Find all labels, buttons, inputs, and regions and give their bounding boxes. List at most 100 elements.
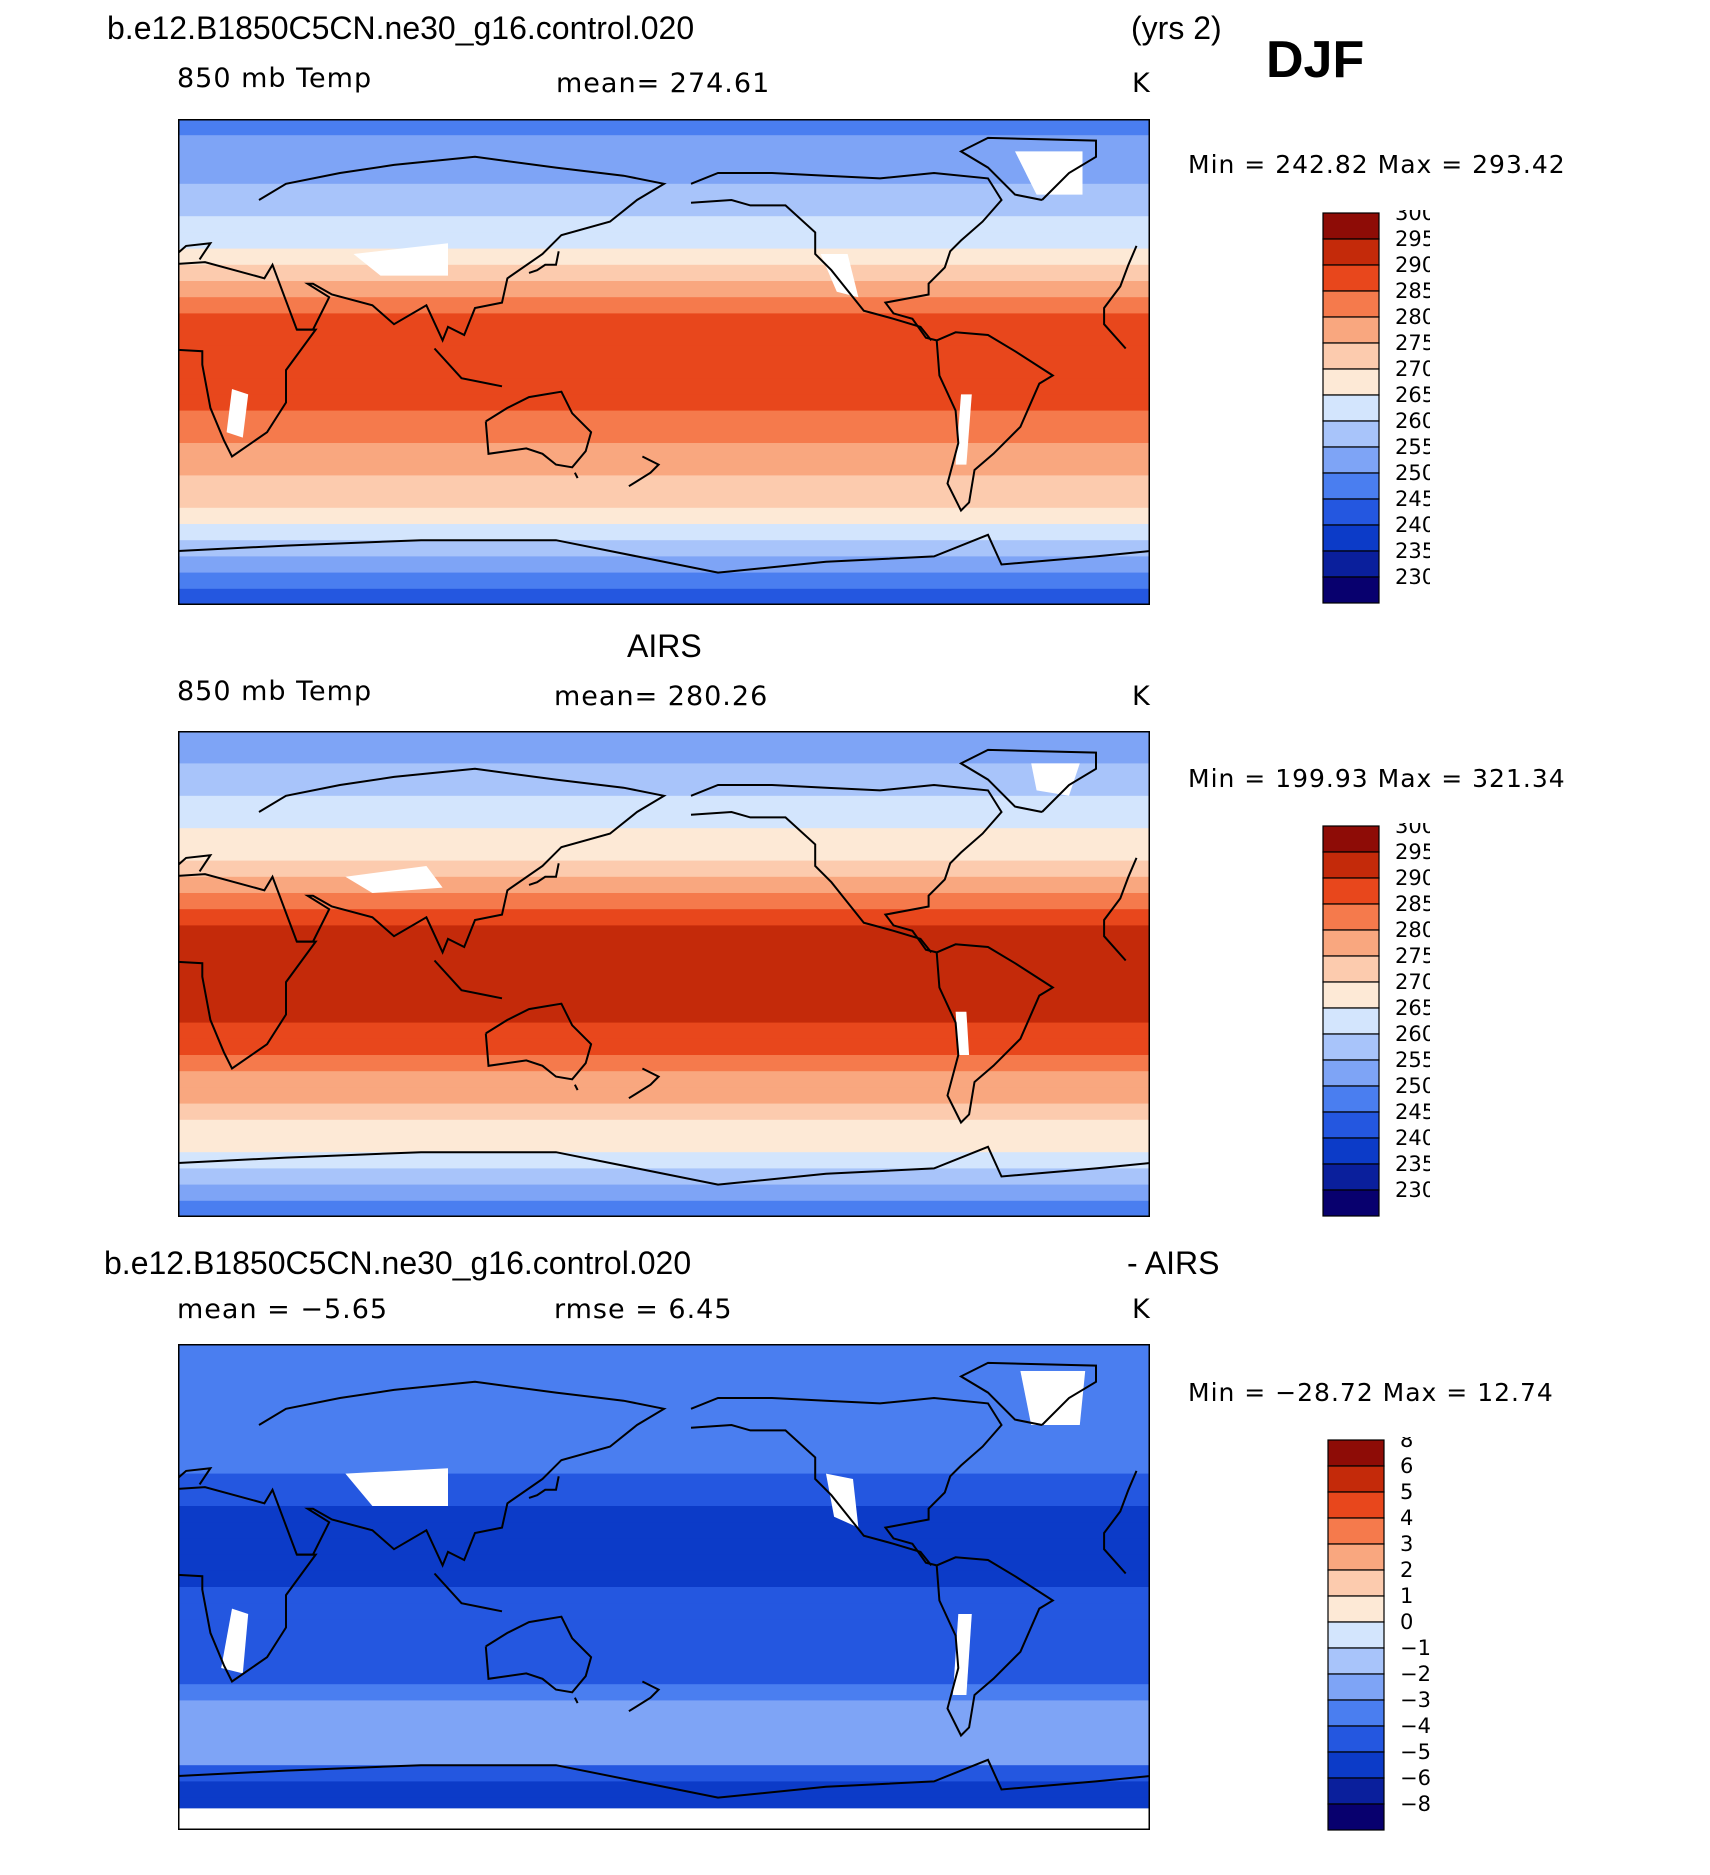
zonal-band (178, 281, 1150, 298)
panel1-colorbar: 2302352402452502552602652702752802852902… (1322, 210, 1430, 604)
colorbar-swatch (1322, 316, 1380, 344)
panel3-minmax: Min = −28.72 Max = 12.74 (1188, 1378, 1554, 1407)
colorbar-swatch (1322, 1137, 1380, 1165)
zonal-band (178, 1603, 1150, 1620)
zonal-band (178, 1668, 1150, 1685)
colorbar-tick-label: −5 (1400, 1740, 1431, 1764)
zonal-band (178, 572, 1150, 590)
zonal-band (178, 1765, 1150, 1782)
colorbar-tick-label: −4 (1400, 1714, 1431, 1738)
colorbar-swatch (1322, 420, 1380, 448)
panel3-map (178, 1344, 1150, 1830)
zonal-band (178, 329, 1150, 347)
colorbar-tick-label: 260 (1395, 1022, 1430, 1046)
missing-data-area (952, 1614, 972, 1695)
panel2-minmax: Min = 199.93 Max = 321.34 (1188, 764, 1566, 793)
zonal-band (178, 1006, 1150, 1024)
coastline (433, 1572, 503, 1613)
colorbar-tick-label: 275 (1395, 331, 1430, 355)
zonal-band (178, 1749, 1150, 1766)
colorbar-tick-label: 245 (1395, 487, 1430, 511)
zonal-band (178, 248, 1150, 266)
zonal-band (178, 1200, 1150, 1217)
colorbar-swatch (1327, 1751, 1385, 1779)
zonal-band (178, 1344, 1150, 1361)
colorbar-tick-label: 285 (1395, 892, 1430, 916)
colorbar-tick-label: −2 (1400, 1662, 1431, 1686)
season-label: DJF (1266, 31, 1365, 89)
panel2-variable-label: 850 mb Temp (177, 676, 373, 707)
zonal-band (178, 264, 1150, 282)
colorbar-swatch (1327, 1673, 1385, 1701)
coastline (690, 171, 1003, 342)
coastline (935, 943, 1055, 1125)
coastline (690, 810, 933, 954)
zonal-band (178, 394, 1150, 412)
zonal-band (178, 183, 1150, 201)
coastline (1103, 857, 1138, 962)
zonal-band (178, 1716, 1150, 1734)
zonal-band (178, 893, 1150, 910)
coastline (484, 390, 593, 469)
zonal-band (178, 957, 1150, 975)
coastline (178, 853, 318, 1070)
colorbar-swatch (1322, 851, 1380, 879)
coastline (528, 863, 560, 886)
coastline (574, 1084, 579, 1091)
map-frame (178, 1344, 1150, 1830)
zonal-band (178, 135, 1150, 152)
colorbar-tick-label: 250 (1395, 461, 1430, 485)
colorbar-swatch (1322, 825, 1380, 853)
colorbar-tick-label: −1 (1400, 1636, 1431, 1660)
missing-data-area (226, 389, 249, 438)
zonal-band (178, 1408, 1150, 1426)
colorbar-tick-label: 235 (1395, 1152, 1430, 1176)
coastline (178, 241, 318, 458)
zonal-band (178, 1119, 1150, 1137)
zonal-band (178, 200, 1150, 217)
colorbar-tick-label: −8 (1400, 1792, 1431, 1816)
colorbar-swatch (1327, 1517, 1385, 1545)
zonal-band (178, 876, 1150, 894)
coastline (690, 198, 933, 342)
colorbar-tick-label: 265 (1395, 383, 1430, 407)
panel3-mean-label: mean = −5.65 (177, 1294, 389, 1325)
missing-data-area (345, 1468, 448, 1506)
zonal-band (178, 410, 1150, 428)
panel3-rmse-label: rmse = 6.45 (554, 1294, 733, 1325)
coastline (258, 155, 667, 343)
coastline (528, 251, 560, 274)
coastline (258, 1380, 667, 1568)
coastline (958, 136, 1097, 201)
zonal-band (178, 1457, 1150, 1475)
panel1-minmax: Min = 242.82 Max = 293.42 (1188, 150, 1566, 179)
colorbar-swatch (1322, 1163, 1380, 1191)
zonal-band (178, 216, 1150, 233)
zonal-band (178, 1038, 1150, 1056)
zonal-band (178, 556, 1150, 574)
panel1-map (178, 119, 1150, 605)
map-frame (178, 731, 1150, 1217)
coastline (178, 1145, 1150, 1186)
zonal-band (178, 297, 1150, 314)
zonal-band (178, 1700, 1150, 1718)
zonal-band (178, 443, 1150, 460)
zonal-band (178, 1635, 1150, 1653)
colorbar-swatch (1322, 498, 1380, 526)
zonal-band (178, 1136, 1150, 1153)
zonal-band (178, 1441, 1150, 1458)
coastline (484, 1002, 593, 1081)
zonal-band (178, 1392, 1150, 1410)
zonal-band (178, 540, 1150, 557)
coastline (628, 455, 661, 488)
colorbar-tick-label: −3 (1400, 1688, 1431, 1712)
colorbar-tick-label: 295 (1395, 227, 1430, 251)
coastline (690, 1396, 1003, 1567)
coastline (958, 748, 1097, 813)
missing-data-area (345, 866, 443, 893)
zonal-band (178, 941, 1150, 959)
zonal-band (178, 1506, 1150, 1523)
panel2-mean-label: mean= 280.26 (554, 681, 769, 712)
zonal-band (178, 459, 1150, 476)
